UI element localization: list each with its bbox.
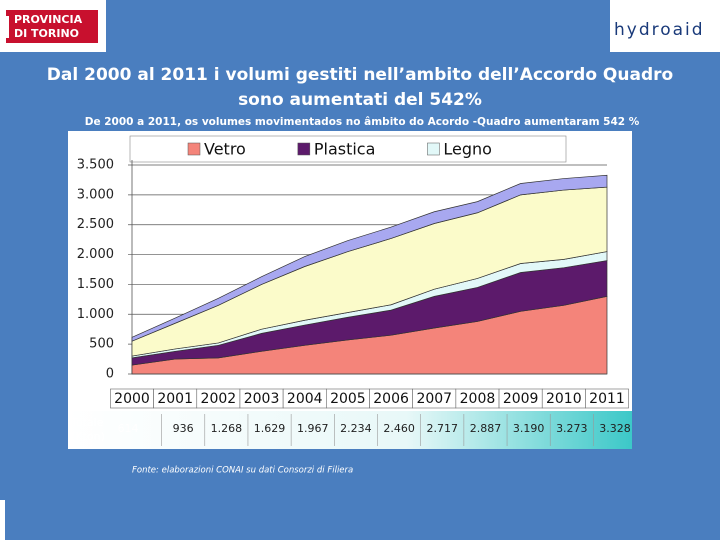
plot: 0 500 1.000 1.500 2.000 2.500 3.000 3.500 Vetro P… [77, 140, 631, 446]
row-label: (Kton) [71, 430, 105, 443]
year-label: 2007 [416, 391, 452, 407]
logo-text: PROVINCIA [14, 13, 83, 26]
y-tick-label: 0 [106, 367, 114, 382]
y-tick-label: 2.500 [77, 217, 114, 232]
total-value: 2.460 [383, 422, 415, 435]
table-panel [68, 411, 632, 449]
total-value: 1.629 [254, 422, 286, 435]
legend-box [129, 135, 567, 163]
logo-band [6, 10, 98, 43]
year-label: 2008 [460, 391, 496, 407]
logo-box [610, 0, 720, 52]
edge-strip [0, 500, 5, 540]
year-label: 2005 [330, 391, 366, 407]
logo-text: DI TORINO [14, 27, 79, 40]
legend-label: Legno [443, 140, 492, 159]
legend-label: Vetro [204, 140, 246, 159]
legend-label: Plastica [314, 140, 376, 159]
total-value: 2.717 [427, 422, 459, 435]
area [131, 174, 608, 342]
year-label: 2004 [287, 391, 323, 407]
total-value: 2.887 [470, 422, 502, 435]
year-label: 2001 [157, 391, 193, 407]
y-tick-label: 1.000 [77, 307, 114, 322]
year-label: 2000 [114, 391, 150, 407]
title: Dal 2000 al 2011 i volumi gestiti nell’a… [47, 65, 673, 85]
title: sono aumentati del 542% [238, 90, 482, 110]
subtitle: De 2000 a 2011, os volumes movimentados … [85, 116, 640, 128]
legend-swatch [187, 142, 201, 156]
logo-cross [2, 16, 9, 38]
legend-swatch [297, 142, 311, 156]
total-value: 3.273 [556, 422, 588, 435]
total-value: 1.268 [211, 422, 243, 435]
year-label: 2010 [546, 391, 582, 407]
total-value: 936 [173, 422, 194, 435]
y-tick-label: 1.500 [77, 277, 114, 292]
total-value: 2.234 [340, 422, 372, 435]
year-label: 2002 [201, 391, 237, 407]
source: Fonte: elaborazioni CONAI su dati Consor… [132, 466, 353, 476]
y-tick-label: 3.000 [77, 187, 114, 202]
year-label: 2006 [373, 391, 409, 407]
total-value: 3.190 [513, 422, 545, 435]
total-value: 3.328 [599, 422, 631, 435]
y-tick-label: 3.500 [77, 158, 114, 173]
year-label: 2003 [244, 391, 280, 407]
legend-swatch [427, 142, 440, 156]
logo-text: hydroaid [614, 20, 705, 40]
year-label: 2011 [589, 391, 625, 407]
year-cell [585, 388, 629, 409]
year-label: 2009 [503, 391, 539, 407]
total-value: 614 [118, 422, 139, 435]
row-label: Totale [70, 416, 104, 429]
total-value: 1.967 [297, 422, 329, 435]
y-tick-label: 2.000 [77, 247, 114, 262]
y-tick-label: 500 [89, 337, 114, 352]
